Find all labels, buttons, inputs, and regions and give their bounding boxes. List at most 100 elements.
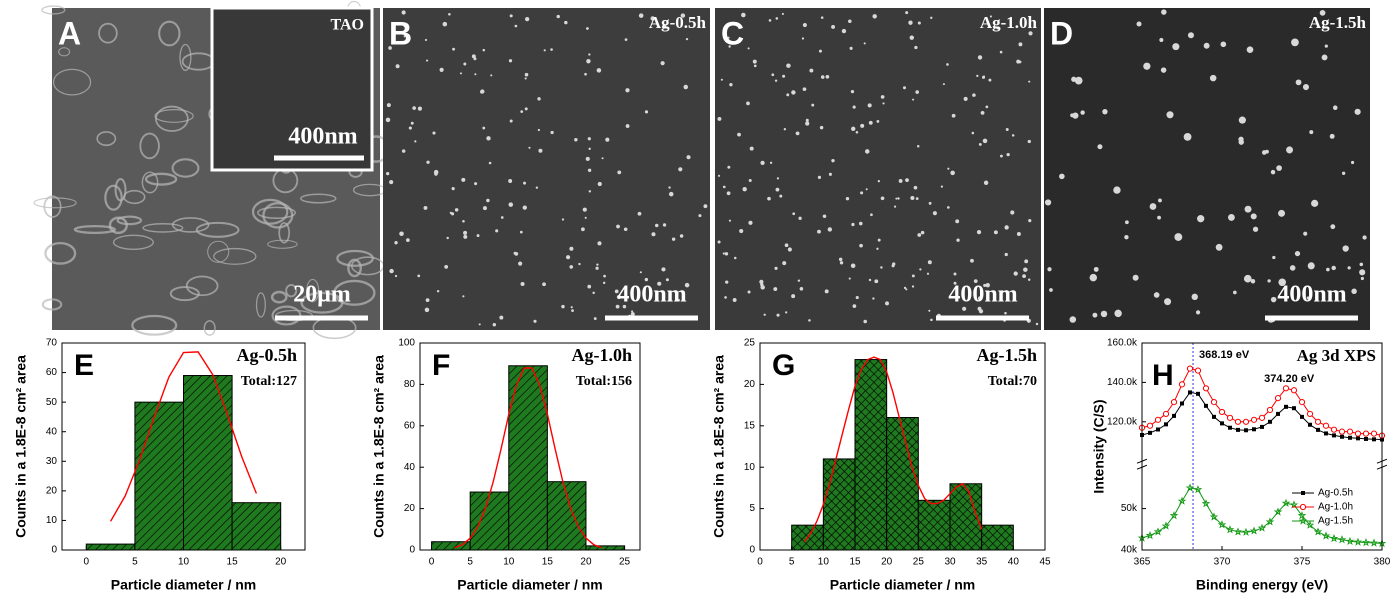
- particle: [486, 199, 489, 202]
- particle: [417, 274, 420, 277]
- particle: [1342, 172, 1345, 175]
- particle: [764, 314, 766, 316]
- marker: [1211, 400, 1216, 405]
- x-tick-label: 10: [818, 557, 830, 568]
- particle: [776, 17, 779, 20]
- particle: [1159, 38, 1163, 42]
- particle: [1047, 267, 1051, 271]
- marker: [1188, 390, 1192, 394]
- x-tick-label: 45: [1039, 557, 1051, 568]
- particle: [994, 230, 998, 234]
- particle: [587, 285, 591, 289]
- particle: [434, 172, 438, 176]
- particle: [1221, 41, 1227, 47]
- particle: [1197, 215, 1204, 222]
- x-tick-label: 15: [542, 557, 554, 568]
- particle: [976, 75, 978, 77]
- particle: [739, 229, 743, 233]
- particle: [853, 304, 857, 308]
- bar: [86, 544, 135, 550]
- particle: [771, 73, 774, 76]
- y-tick-label: 50: [46, 397, 58, 408]
- particle: [791, 294, 795, 298]
- particle: [1262, 150, 1267, 155]
- y-tick-label: 0: [749, 545, 755, 556]
- particle: [748, 290, 751, 293]
- particle: [885, 301, 889, 305]
- y-tick-label: 40: [404, 462, 416, 473]
- particle: [1137, 21, 1142, 26]
- particle: [1244, 277, 1248, 281]
- particle: [686, 38, 688, 40]
- particle: [501, 216, 504, 219]
- particle: [914, 46, 917, 49]
- particle: [661, 61, 665, 65]
- particle: [737, 133, 741, 137]
- particle: [1010, 210, 1014, 214]
- marker: [1307, 411, 1312, 416]
- particle: [798, 217, 801, 220]
- particle: [725, 281, 728, 284]
- marker: [1235, 419, 1240, 424]
- particle: [463, 62, 466, 65]
- marker: [1156, 427, 1160, 431]
- marker: [1301, 491, 1305, 495]
- annotation: Ag-1.0h: [571, 345, 632, 365]
- y-tick-label: 10: [744, 462, 756, 473]
- particle: [782, 13, 784, 15]
- particle: [538, 149, 542, 153]
- particle: [1188, 32, 1194, 38]
- particle: [978, 55, 982, 59]
- bar: [470, 492, 509, 550]
- particle: [1253, 227, 1258, 232]
- particle: [409, 126, 412, 129]
- marker: [1164, 422, 1168, 426]
- marker: [1363, 431, 1368, 436]
- particle: [448, 13, 451, 16]
- particle: [462, 220, 465, 223]
- marker: [1171, 400, 1176, 405]
- marker: [1275, 396, 1280, 401]
- particle: [851, 90, 854, 93]
- particle: [1164, 298, 1171, 305]
- particle: [1276, 165, 1282, 171]
- bar: [586, 546, 625, 550]
- particle: [856, 296, 859, 299]
- particle: [903, 86, 906, 89]
- image-caption: Ag-0.5h: [649, 13, 707, 32]
- particle: [1024, 259, 1028, 263]
- particle: [1143, 63, 1150, 70]
- marker: [1364, 437, 1368, 441]
- particle: [668, 186, 670, 188]
- particle: [860, 124, 864, 128]
- particle: [878, 180, 880, 182]
- x-axis-label: Particle diameter / nm: [457, 577, 603, 593]
- y-tick-label: 5: [749, 503, 755, 514]
- particle: [499, 316, 503, 320]
- particle: [840, 261, 843, 264]
- particle: [455, 208, 458, 211]
- particle: [597, 241, 601, 245]
- particle: [523, 182, 526, 185]
- particle: [1017, 232, 1021, 236]
- particle: [749, 179, 752, 182]
- particle: [972, 132, 975, 135]
- marker: [1243, 419, 1248, 424]
- x-tick-label: 20: [275, 557, 287, 568]
- particle: [1092, 313, 1097, 318]
- particle: [460, 72, 462, 74]
- legend-label: Ag-1.5h: [1318, 516, 1353, 527]
- particle: [1114, 310, 1121, 317]
- marker: [1331, 427, 1336, 432]
- particle: [1184, 133, 1192, 141]
- x-tick-label: 370: [1214, 557, 1231, 568]
- particle: [941, 186, 943, 188]
- particle: [791, 90, 795, 94]
- particle: [851, 263, 856, 268]
- particle: [955, 219, 959, 223]
- particle: [1154, 292, 1160, 298]
- particle: [1028, 140, 1031, 143]
- particle: [1000, 51, 1003, 54]
- particle: [562, 218, 564, 220]
- particle: [406, 238, 410, 242]
